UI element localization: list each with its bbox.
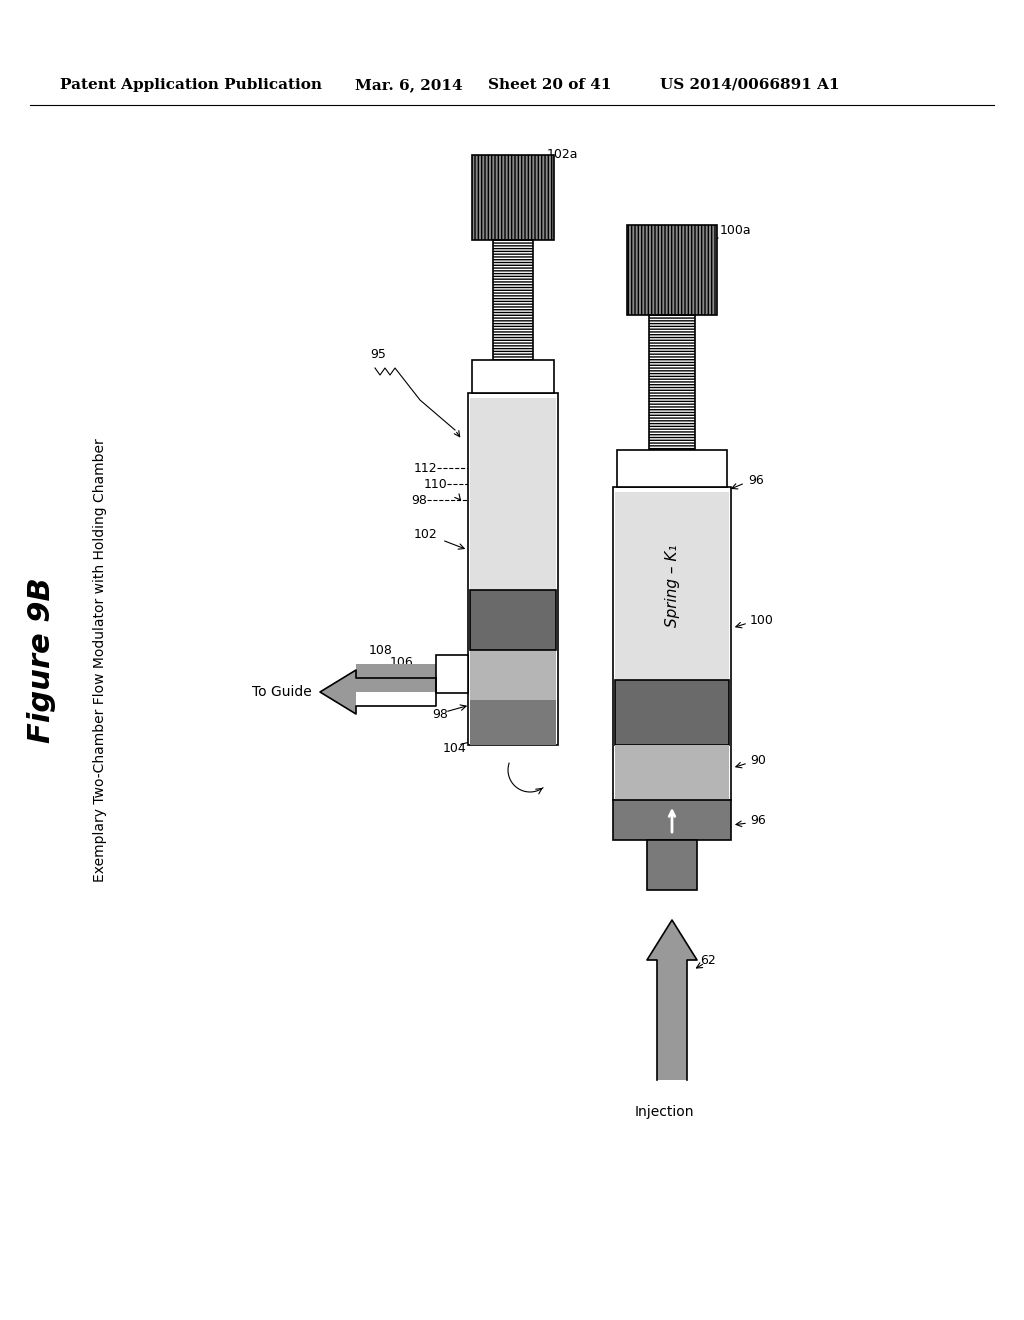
Bar xyxy=(613,487,731,800)
Text: Figure 9B: Figure 9B xyxy=(28,577,56,743)
Bar xyxy=(493,240,534,360)
Text: Patent Application Publication: Patent Application Publication xyxy=(60,78,322,92)
Text: To Guide: To Guide xyxy=(252,685,312,700)
Text: US 2014/0066891 A1: US 2014/0066891 A1 xyxy=(660,78,840,92)
Text: 90: 90 xyxy=(750,754,766,767)
Bar xyxy=(615,492,729,680)
Text: 102: 102 xyxy=(414,528,437,541)
Text: 96: 96 xyxy=(750,813,766,826)
Text: Mar. 6, 2014: Mar. 6, 2014 xyxy=(355,78,463,92)
Text: 100: 100 xyxy=(750,614,774,627)
Bar xyxy=(617,450,727,487)
Bar xyxy=(615,744,729,800)
Polygon shape xyxy=(319,671,356,714)
Bar xyxy=(356,664,436,692)
Text: 110: 110 xyxy=(423,478,447,491)
Text: Spring – K₁: Spring – K₁ xyxy=(665,545,680,627)
Polygon shape xyxy=(647,920,697,960)
Text: 104: 104 xyxy=(443,742,467,755)
Text: 102a: 102a xyxy=(547,149,579,161)
Bar xyxy=(613,800,731,840)
Bar xyxy=(472,360,554,393)
Bar xyxy=(436,655,468,693)
Text: 96: 96 xyxy=(748,474,764,487)
Text: 98: 98 xyxy=(411,494,427,507)
Bar xyxy=(470,700,556,744)
Text: Injection: Injection xyxy=(634,1105,693,1119)
Bar xyxy=(472,154,554,240)
Bar xyxy=(470,590,556,649)
Text: 112: 112 xyxy=(414,462,437,474)
Text: 100a: 100a xyxy=(720,223,752,236)
Bar xyxy=(649,315,695,450)
Bar xyxy=(657,960,687,1080)
Text: 106: 106 xyxy=(389,656,413,668)
Text: 95: 95 xyxy=(370,348,386,362)
Text: Exemplary Two-Chamber Flow Modulator with Holding Chamber: Exemplary Two-Chamber Flow Modulator wit… xyxy=(93,438,106,882)
Bar xyxy=(470,399,556,590)
Bar xyxy=(627,224,717,315)
Bar xyxy=(615,680,729,744)
Text: Sheet 20 of 41: Sheet 20 of 41 xyxy=(488,78,611,92)
Text: Spring – K₂: Spring – K₂ xyxy=(506,453,520,535)
Text: 98: 98 xyxy=(432,709,447,722)
Text: 62: 62 xyxy=(700,953,716,966)
Bar xyxy=(470,649,556,700)
Text: 108: 108 xyxy=(369,644,393,656)
Bar xyxy=(468,393,558,744)
Bar xyxy=(647,840,697,890)
